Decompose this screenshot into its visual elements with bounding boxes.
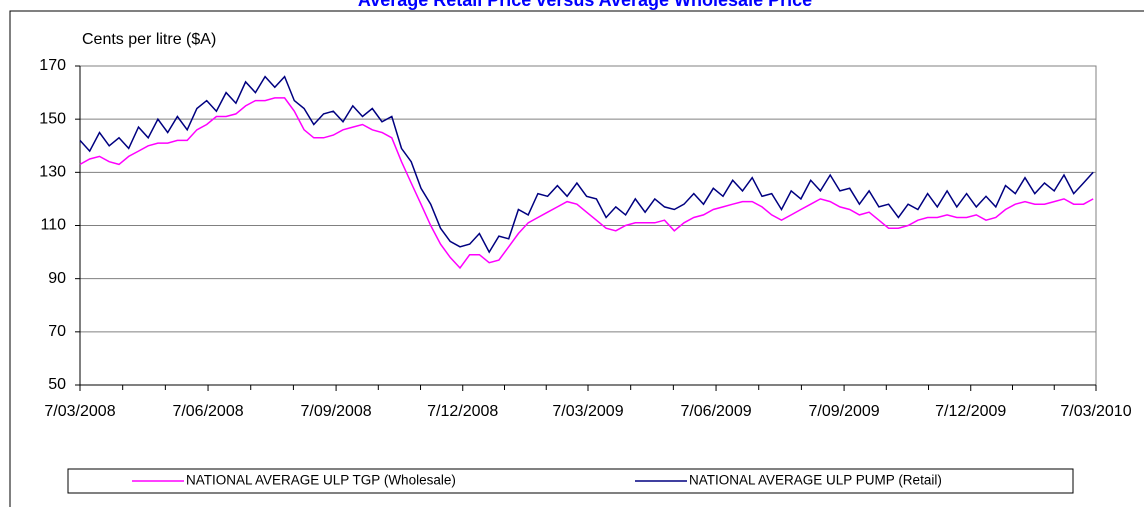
y-tick-label: 170 xyxy=(39,57,66,74)
series-line xyxy=(79,97,1094,270)
y-axis-label: Cents per litre ($A) xyxy=(82,31,216,48)
legend-label: NATIONAL AVERAGE ULP PUMP (Retail) xyxy=(689,473,942,488)
x-tick-label: 7/03/2010 xyxy=(1060,403,1131,420)
legend-label: NATIONAL AVERAGE ULP TGP (Wholesale) xyxy=(186,473,456,488)
y-tick-label: 50 xyxy=(48,376,66,393)
chart-border xyxy=(9,10,1144,507)
x-tick-label: 7/12/2008 xyxy=(427,403,498,420)
x-tick-label: 7/09/2009 xyxy=(808,403,879,420)
x-tick-label: 7/06/2009 xyxy=(680,403,751,420)
y-tick-label: 70 xyxy=(48,323,66,340)
x-tick-label: 7/03/2008 xyxy=(44,403,115,420)
y-tick-label: 110 xyxy=(40,217,66,234)
y-tick-label: 90 xyxy=(48,270,66,287)
x-tick-label: 7/06/2008 xyxy=(172,403,243,420)
series-line xyxy=(79,75,1094,254)
x-tick-label: 7/03/2009 xyxy=(552,403,623,420)
legend xyxy=(67,468,1074,494)
y-tick-label: 150 xyxy=(39,110,66,127)
x-tick-label: 7/12/2009 xyxy=(935,403,1006,420)
chart-title: Average Retail Price versus Average Whol… xyxy=(358,0,812,10)
x-tick-label: 7/09/2008 xyxy=(300,403,371,420)
y-tick-label: 130 xyxy=(39,164,66,181)
